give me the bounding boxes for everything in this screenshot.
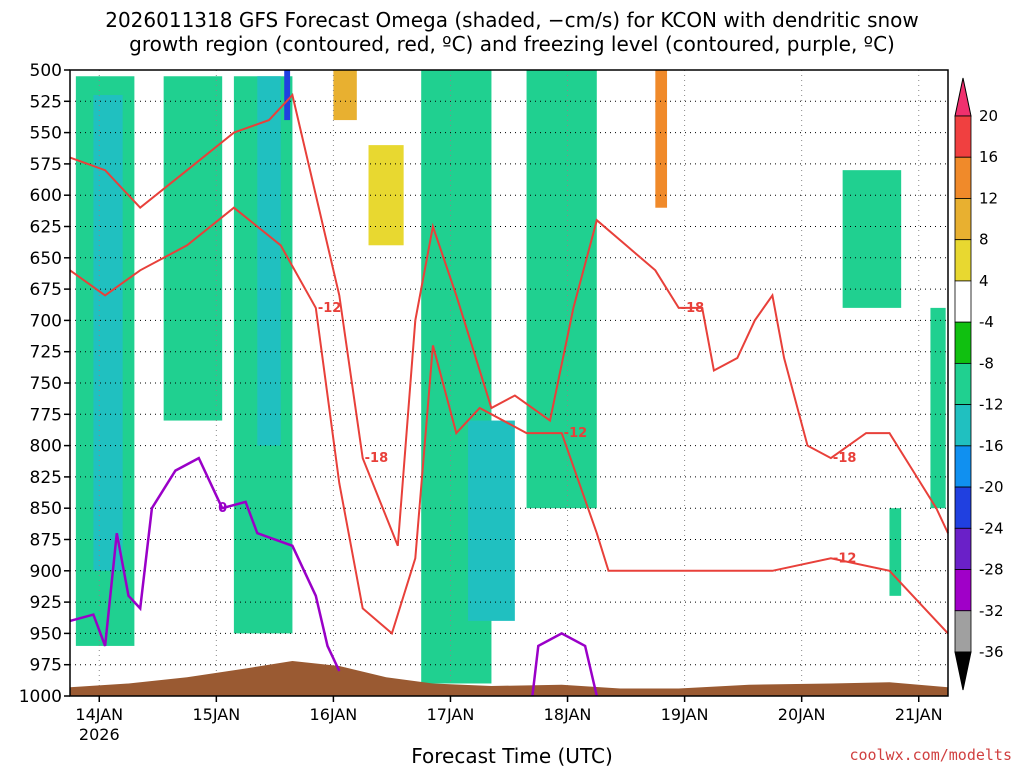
y-tick-label-625: 625: [30, 218, 62, 238]
colorbar-band-8: [954, 445, 972, 488]
colorbar-label-7: -12: [979, 396, 1004, 414]
colorbar-label-9: -20: [979, 478, 1004, 496]
dgz-contour-label-1-2: -12: [833, 551, 857, 566]
dgz-contour-0: [69, 92, 949, 547]
omega-region-10: [468, 420, 515, 621]
dgz-contour-label-0-1: -18: [681, 301, 705, 316]
y-tick-label-800: 800: [30, 437, 62, 457]
x-tick-label-7: 21JAN: [895, 705, 943, 724]
colorbar-label-0: 20: [979, 107, 998, 125]
y-tick-label-725: 725: [30, 343, 62, 363]
colorbar-band-3: [954, 239, 972, 282]
omega-region-7: [333, 70, 357, 121]
y-tick-label-775: 775: [30, 405, 62, 425]
colorbar-label-6: -8: [979, 354, 994, 372]
colorbar-label-3: 8: [979, 231, 989, 249]
colorbar-label-2: 12: [979, 189, 998, 207]
dgz-contour-1: [69, 206, 949, 636]
x-tick-label-0: 14JAN: [75, 705, 123, 724]
y-tick-label-950: 950: [30, 624, 62, 644]
dgz-contour-label-0-2: -18: [833, 451, 857, 466]
omega-region-2: [163, 76, 223, 421]
y-tick-label-975: 975: [30, 656, 62, 676]
colorbar-band-1: [954, 156, 972, 199]
y-tick-label-500: 500: [30, 61, 62, 81]
colorbar-band-11: [954, 569, 972, 612]
omega-region-5: [284, 70, 291, 121]
omega-region-18: [930, 307, 946, 509]
x-tick-label-5: 19JAN: [661, 705, 709, 724]
colorbar-band-5: [954, 321, 972, 364]
x-tick-label-3: 17JAN: [427, 705, 475, 724]
y-tick-label-750: 750: [30, 374, 62, 394]
colorbar-band-12: [954, 610, 972, 653]
omega-region-11: [526, 70, 597, 509]
colorbar-label-4: 4: [979, 272, 989, 290]
y-tick-label-925: 925: [30, 593, 62, 613]
y-tick-label-650: 650: [30, 249, 62, 269]
colorbar-band-9: [954, 486, 972, 529]
omega-region-16: [842, 170, 902, 308]
colorbar-label-5: -4: [979, 313, 994, 331]
y-tick-label-850: 850: [30, 499, 62, 519]
colorbar-label-12: -32: [979, 602, 1004, 620]
omega-region-1: [93, 95, 123, 571]
y-tick-label-875: 875: [30, 531, 62, 551]
colorbar-label-11: -28: [979, 561, 1004, 579]
y-tick-label-700: 700: [30, 311, 62, 331]
freezing-contour-label-0: 0: [218, 501, 227, 516]
chart-title-line-2: growth region (contoured, red, ºC) and f…: [129, 32, 895, 56]
dgz-contour-label-1-1: -12: [564, 426, 588, 441]
x-tick-label-1: 15JAN: [192, 705, 240, 724]
freezing-contour-1: [531, 631, 599, 697]
omega-region-13: [655, 70, 668, 208]
y-tick-label-675: 675: [30, 280, 62, 300]
y-tick-label-525: 525: [30, 92, 62, 112]
colorbar-band-7: [954, 404, 972, 447]
colorbar-band-0: [954, 115, 972, 158]
colorbar-label-10: -24: [979, 519, 1004, 537]
colorbar-label-1: 16: [979, 148, 998, 166]
omega-region-12: [608, 70, 691, 396]
x-year-label: 2026: [79, 725, 120, 744]
x-tick-label-4: 18JAN: [544, 705, 592, 724]
y-tick-label-1000: 1000: [19, 687, 62, 707]
credit-text: coolwx.com/modelts: [849, 746, 1012, 764]
colorbar-top-arrow: [954, 77, 972, 117]
omega-region-14: [678, 320, 726, 521]
omega-region-15: [784, 170, 820, 246]
colorbar-label-8: -16: [979, 437, 1004, 455]
y-tick-label-550: 550: [30, 124, 62, 144]
colorbar-label-13: -36: [979, 643, 1004, 661]
freezing-contour-0: [69, 456, 341, 672]
y-tick-label-600: 600: [30, 186, 62, 206]
y-tick-label-900: 900: [30, 562, 62, 582]
terrain-fill: [70, 660, 948, 696]
y-tick-label-575: 575: [30, 155, 62, 175]
colorbar-band-6: [954, 362, 972, 406]
colorbar-bottom-arrow: [954, 651, 972, 691]
dgz-contour-label-0-0: -18: [365, 451, 389, 466]
omega-region-4: [257, 76, 281, 446]
y-tick-label-825: 825: [30, 468, 62, 488]
omega-region-17: [907, 70, 943, 133]
omega-region-19: [889, 508, 902, 596]
x-axis-label: Forecast Time (UTC): [411, 744, 613, 768]
colorbar-band-2: [954, 198, 972, 241]
x-tick-label-2: 16JAN: [310, 705, 358, 724]
x-tick-label-6: 20JAN: [778, 705, 826, 724]
omega-region-8: [368, 145, 404, 246]
colorbar-band-10: [954, 527, 972, 570]
dgz-contour-label-1-0: -12: [318, 301, 342, 316]
chart-title-line-1: 2026011318 GFS Forecast Omega (shaded, −…: [105, 8, 919, 32]
colorbar-band-4: [954, 280, 972, 323]
